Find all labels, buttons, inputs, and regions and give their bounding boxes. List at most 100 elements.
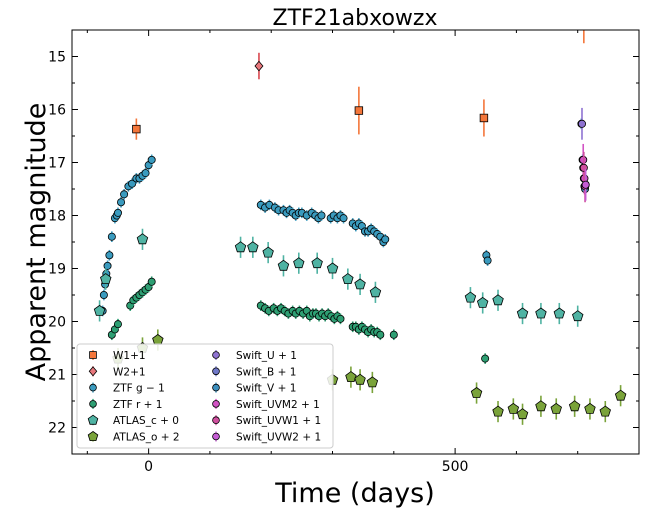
plot-frame	[71, 29, 640, 455]
legend-marker	[212, 416, 220, 425]
legend-item: Swift_UVM2 + 1	[212, 398, 320, 411]
data-point	[577, 119, 586, 128]
legend-label: Swift_UVM2 + 1	[236, 399, 320, 411]
data-point	[326, 262, 339, 274]
series-ztf-r-1-	[107, 276, 490, 364]
data-point	[93, 304, 106, 316]
data-point	[147, 155, 156, 164]
data-point	[113, 320, 122, 329]
legend-label: ATLAS_c + 0	[113, 415, 179, 427]
legend-label: W1+1	[113, 350, 146, 362]
data-point	[342, 273, 354, 285]
series-swift-u-1	[577, 107, 586, 140]
data-point	[317, 211, 326, 220]
data-point	[339, 214, 348, 223]
data-point	[492, 405, 504, 417]
legend-marker	[212, 383, 220, 392]
series-w1-1	[132, 21, 588, 140]
data-point	[516, 408, 529, 420]
data-point	[234, 241, 247, 253]
legend-label: ZTF r + 1	[113, 399, 162, 411]
y-tick-label: 20	[48, 315, 66, 331]
data-point	[293, 257, 305, 269]
legend-item: W1+1	[89, 350, 146, 362]
data-point	[366, 376, 379, 388]
data-point	[354, 106, 364, 115]
legend-label: Swift_UVW1 + 1	[236, 415, 321, 427]
data-point	[107, 232, 116, 241]
y-tick-label: 18	[48, 209, 66, 225]
legend-label: Swift_V + 1	[236, 383, 296, 395]
data-point	[516, 307, 529, 319]
legend-label: Swift_B + 1	[236, 366, 296, 378]
data-point	[117, 198, 126, 207]
data-point	[136, 233, 149, 245]
legend-item: ATLAS_o + 2	[87, 431, 180, 444]
data-point	[535, 400, 547, 412]
data-point	[614, 389, 627, 401]
plot-area	[93, 21, 627, 425]
legend-marker	[87, 414, 99, 425]
data-point	[550, 402, 562, 414]
x-tick-label: 0	[144, 459, 153, 475]
legend-marker	[212, 400, 220, 408]
series-atlas-c-0	[93, 228, 584, 327]
legend-marker	[89, 383, 97, 392]
legend-label: Swift_U + 1	[236, 350, 297, 362]
axis-ticks: 0 500 15 16 17 18 19 20 21 22	[48, 29, 640, 475]
chart-title: ZTF21abxowzx	[273, 6, 438, 31]
data-point	[507, 402, 520, 414]
data-point	[254, 60, 264, 72]
legend-item: ZTF g − 1	[89, 382, 165, 395]
legend-item: ATLAS_c + 0	[87, 414, 179, 427]
data-point	[479, 113, 489, 123]
y-tick-label: 21	[48, 368, 66, 384]
data-point	[584, 402, 596, 414]
data-point	[369, 286, 382, 298]
legend-item: Swift_UVW2 + 1	[212, 431, 321, 444]
y-tick-label: 15	[48, 50, 66, 66]
series-w2-1	[254, 52, 264, 80]
data-point	[113, 208, 122, 217]
legend-frame	[76, 343, 334, 449]
legend-item: Swift_UVW1 + 1	[212, 415, 321, 427]
data-point	[464, 291, 477, 303]
legend-marker	[87, 431, 99, 442]
data-point	[476, 296, 489, 308]
data-point	[492, 294, 504, 306]
x-axis-label: Time (days)	[274, 478, 434, 509]
data-point	[105, 251, 114, 260]
data-point	[345, 371, 357, 383]
series-swift-uvw2-1	[581, 168, 590, 201]
y-tick-label: 17	[48, 156, 66, 172]
x-tick-label: 500	[442, 459, 469, 475]
data-point	[481, 354, 490, 363]
data-point	[336, 314, 345, 323]
data-point	[141, 169, 150, 178]
data-point	[581, 180, 590, 189]
data-point	[354, 373, 366, 385]
data-point	[277, 259, 290, 271]
y-tick-label: 19	[48, 262, 66, 278]
data-point	[103, 261, 112, 270]
data-point	[572, 310, 584, 322]
legend-marker	[212, 351, 220, 359]
data-point	[247, 241, 259, 253]
legend-marker	[89, 351, 97, 359]
data-point	[580, 21, 588, 29]
data-point	[568, 400, 581, 412]
legend-item: Swift_U + 1	[212, 350, 297, 362]
legend-marker	[88, 366, 98, 377]
legend-label: ATLAS_o + 2	[113, 432, 180, 444]
data-point	[152, 334, 164, 345]
legend-item: W2+1	[88, 366, 146, 378]
data-point	[354, 278, 366, 290]
legend-item: Swift_V + 1	[212, 382, 296, 395]
legend-marker	[212, 432, 220, 441]
chart-legend: W1+1 W2+1 ZTF g − 1 ZTF r + 1 ATLAS_c + 0 ATL…	[76, 343, 334, 449]
data-point	[483, 256, 492, 265]
data-point	[599, 405, 611, 417]
data-point	[132, 124, 141, 134]
legend-marker	[212, 367, 220, 376]
